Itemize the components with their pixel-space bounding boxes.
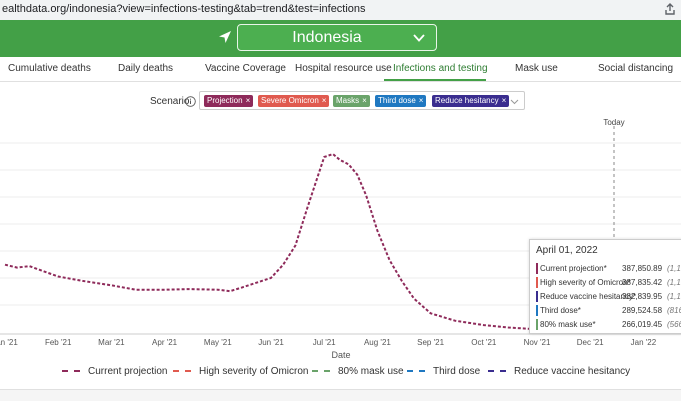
tab-vaccine-coverage[interactable]: Vaccine Coverage [205, 63, 286, 74]
legend-item-reduce-hesitancy[interactable]: Reduce vaccine hesitancy [488, 366, 630, 377]
x-tick-label: Jan '21 [0, 338, 18, 347]
tooltip-swatch [536, 263, 538, 274]
scenario-label: Scenario [150, 96, 190, 107]
scenario-multiselect[interactable]: Projection × Severe Omicron × Masks × Third… [199, 91, 525, 110]
scenario-chip-masks[interactable]: Masks × [333, 95, 370, 107]
tab-cumulative-deaths[interactable]: Cumulative deaths [8, 63, 91, 74]
x-axis-title: Date [331, 350, 350, 360]
location-select[interactable]: Indonesia [237, 24, 437, 51]
share-icon[interactable] [663, 2, 677, 16]
scenario-chip-reduce-hesitancy[interactable]: Reduce hesitancy × [432, 95, 510, 107]
tab-daily-deaths[interactable]: Daily deaths [118, 63, 174, 74]
chevron-down-icon[interactable] [510, 97, 519, 106]
scenario-chip-severe-omicron[interactable]: Severe Omicron × [258, 95, 330, 107]
legend-item-current-projection[interactable]: Current projection [62, 366, 167, 377]
view-tabs: Cumulative deaths Daily deaths Vaccine C… [0, 57, 681, 82]
x-tick-label: Oct '21 [471, 338, 497, 347]
x-tick-label: Jun '21 [258, 338, 284, 347]
active-tab-indicator [384, 79, 486, 81]
tooltip-swatch [536, 305, 538, 316]
chart-tooltip: April 01, 2022 Current projection* 387,8… [529, 239, 681, 334]
legend-item-mask-use[interactable]: 80% mask use [312, 366, 404, 377]
x-tick-label: Aug '21 [364, 338, 391, 347]
legend-item-third-dose[interactable]: Third dose [407, 366, 480, 377]
location-arrow-icon [219, 31, 231, 43]
tooltip-swatch [536, 319, 538, 330]
tab-hospital-resource-use[interactable]: Hospital resource use [295, 63, 392, 74]
chart-legend: Current projection High severity of Omic… [0, 366, 681, 380]
tab-social-distancing[interactable]: Social distancing [598, 63, 674, 74]
x-tick-label: Apr '21 [152, 338, 178, 347]
x-tick-label: Dec '21 [577, 338, 604, 347]
tab-mask-use[interactable]: Mask use [515, 63, 558, 74]
horizontal-scrollbar[interactable] [0, 389, 681, 401]
tooltip-swatch [536, 291, 538, 302]
x-tick-label: Mar '21 [98, 338, 125, 347]
today-label: Today [603, 118, 624, 127]
chevron-down-icon [413, 34, 425, 42]
x-tick-label: Nov '21 [524, 338, 551, 347]
x-tick-label: Sep '21 [417, 338, 444, 347]
scenario-chip-third-dose[interactable]: Third dose × [375, 95, 427, 107]
scenario-chip-projection[interactable]: Projection × [204, 95, 254, 107]
legend-item-high-severity[interactable]: High severity of Omicron [173, 366, 308, 377]
x-tick-label: Jul '21 [313, 338, 336, 347]
location-select-value: Indonesia [292, 29, 362, 46]
tab-infections-and-testing[interactable]: Infections and testing [393, 63, 488, 74]
x-tick-label: May '21 [204, 338, 232, 347]
browser-address-bar[interactable]: ealthdata.org/indonesia?view=infections-… [0, 0, 681, 21]
url-text[interactable]: ealthdata.org/indonesia?view=infections-… [2, 3, 366, 15]
x-tick-label: Feb '21 [45, 338, 72, 347]
x-tick-label: Jan '22 [631, 338, 657, 347]
info-icon[interactable] [185, 96, 196, 107]
tooltip-swatch [536, 277, 538, 288]
tooltip-date: April 01, 2022 [536, 245, 598, 256]
